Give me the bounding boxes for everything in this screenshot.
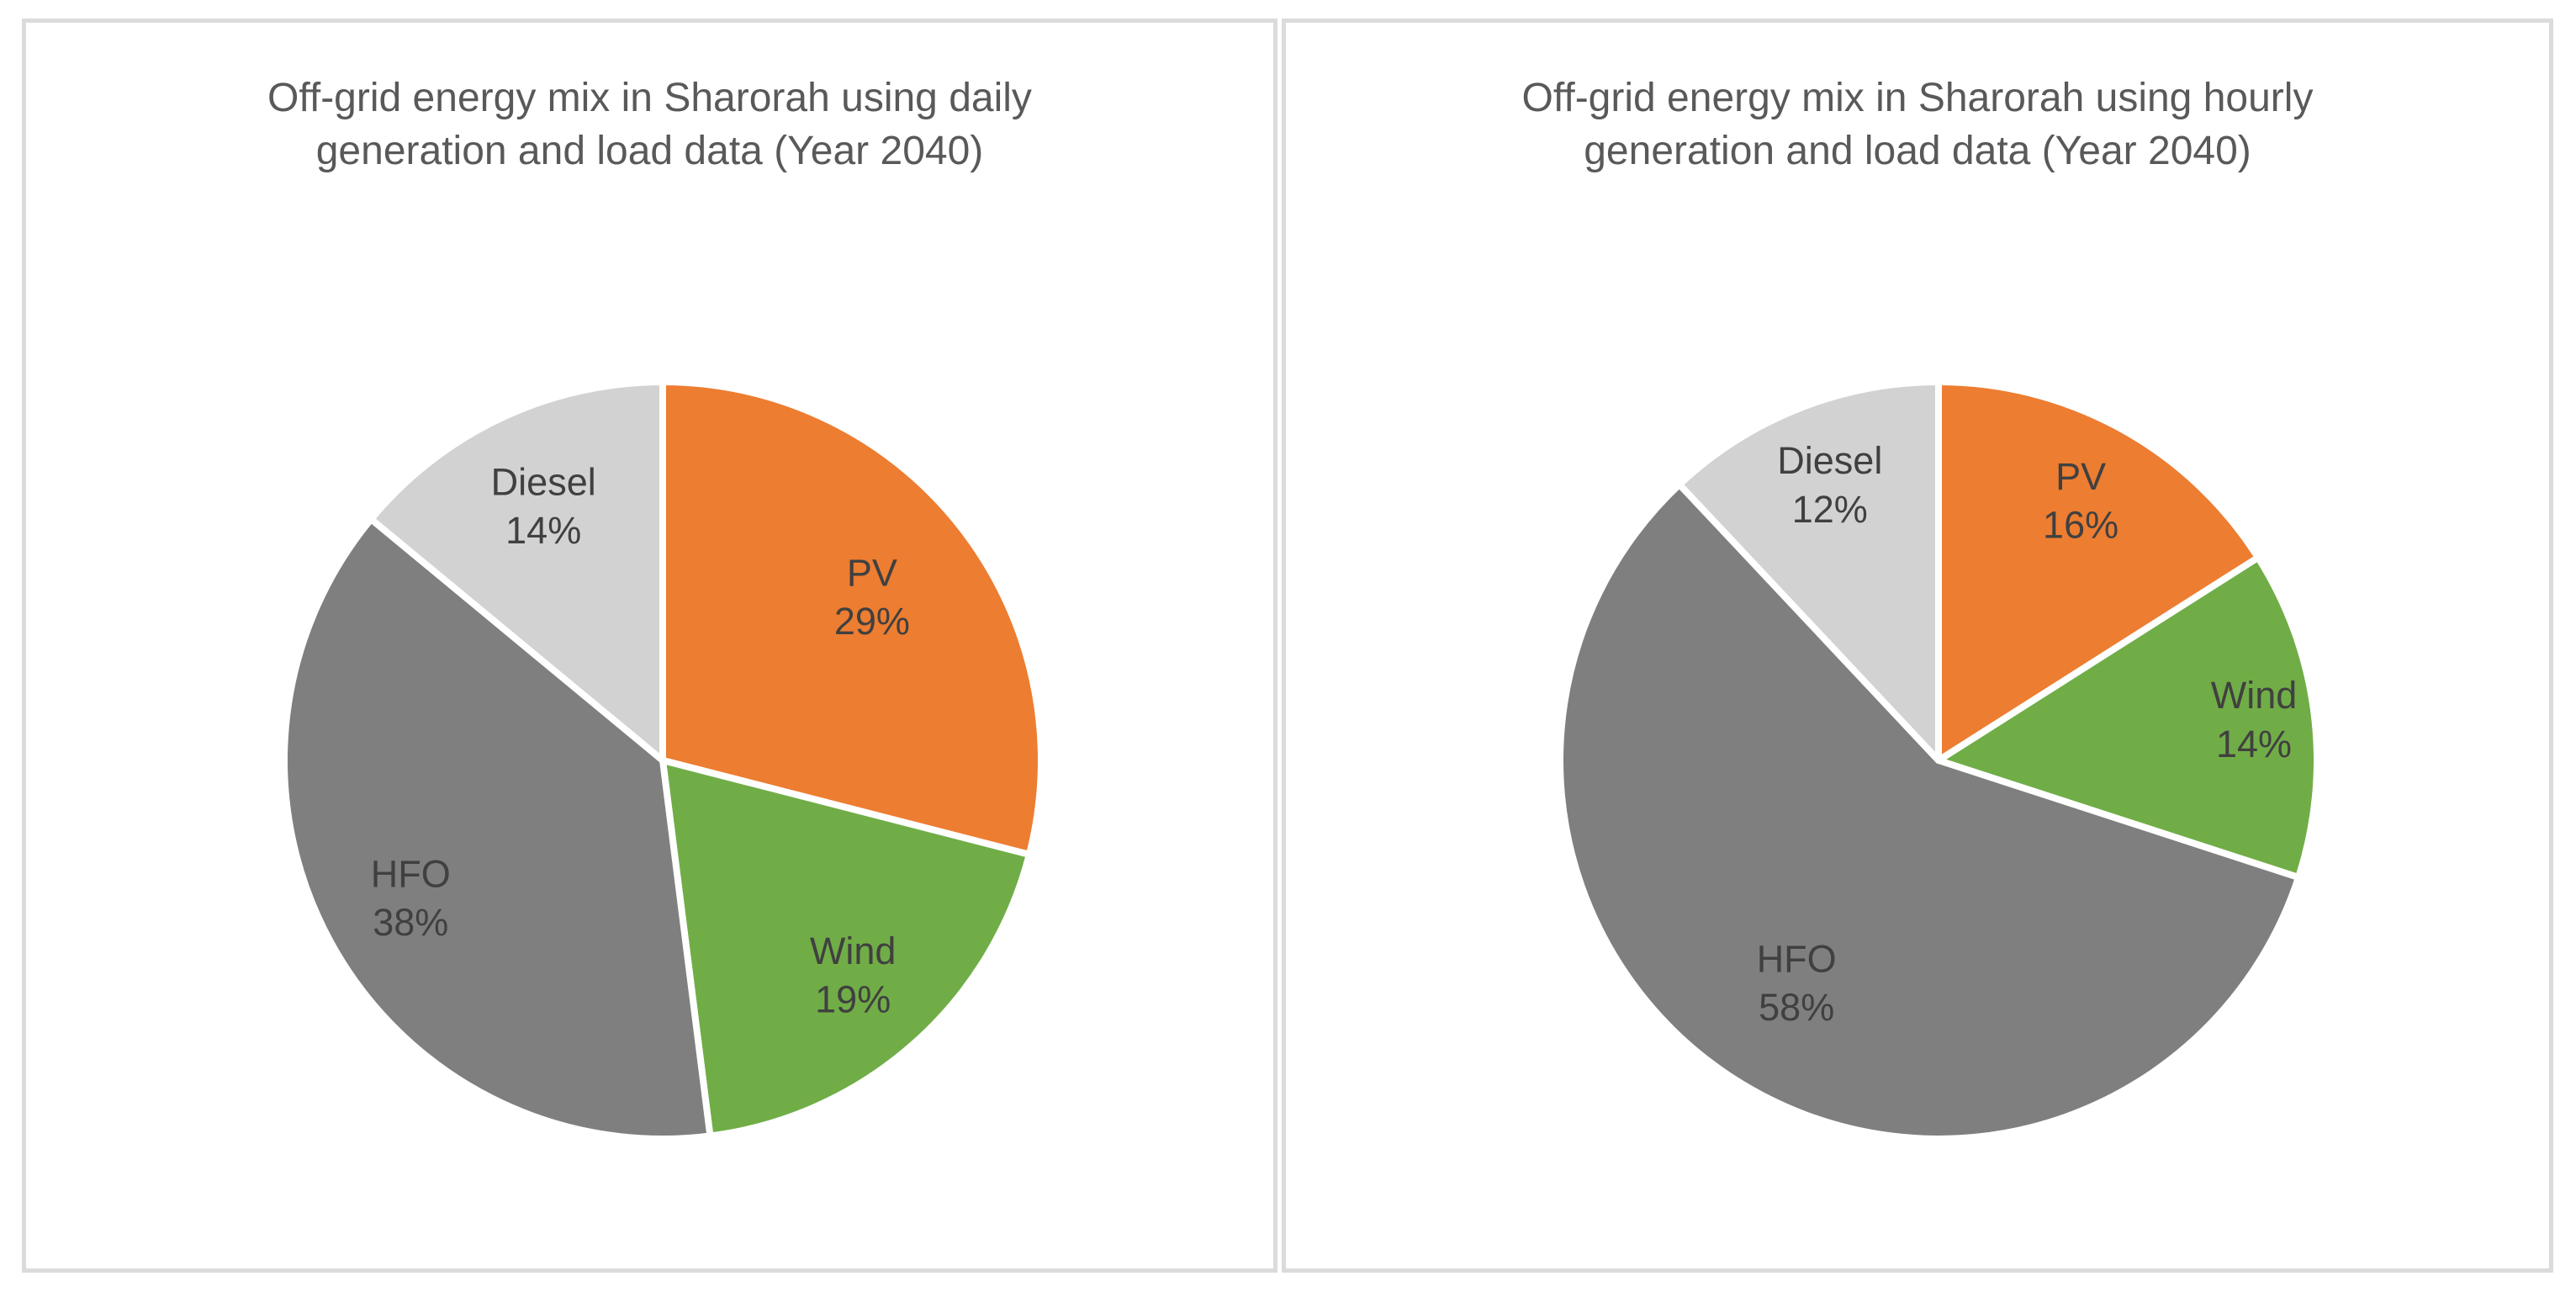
pie-label-pv: PV 29%	[834, 552, 910, 643]
chart-title-hourly-line2: generation and load data (Year 2040)	[1584, 129, 2251, 173]
pie-slice-diesel	[1675, 379, 1942, 764]
pie-label-diesel: Diesel 14%	[491, 460, 596, 552]
pie-label-hfo: HFO 38%	[371, 852, 451, 944]
pie-slice-diesel	[368, 379, 666, 764]
pie-chart-hourly: PV 16% Wind 14% HFO 58% Diesel 12%	[1557, 379, 2320, 1142]
pie-slice-wind	[659, 757, 1033, 1140]
chart-title-hourly: Off-grid energy mix in Sharorah using ho…	[1286, 71, 2549, 177]
chart-title-daily-line2: generation and load data (Year 2040)	[315, 129, 984, 173]
pie-label-wind: Wind 19%	[810, 929, 897, 1021]
chart-title-hourly-line1: Off-grid energy mix in Sharorah using ho…	[1521, 76, 2314, 120]
chart-title-daily: Off-grid energy mix in Sharorah using da…	[26, 71, 1273, 177]
chart-title-daily-line1: Off-grid energy mix in Sharorah using da…	[267, 76, 1032, 120]
pie-slice-pv	[659, 379, 1045, 858]
pie-label-wind: Wind 14%	[2211, 674, 2298, 765]
pie-label-pv: PV 16%	[2043, 455, 2118, 547]
pie-slice-wind	[1935, 553, 2320, 882]
pie-slice-pv	[1935, 379, 2261, 764]
pie-label-diesel: Diesel 12%	[1777, 439, 1882, 531]
pie-chart-daily: PV 29% Wind 19% HFO 38% Diesel 14%	[281, 379, 1045, 1142]
daily-chart-panel: Off-grid energy mix in Sharorah using da…	[22, 19, 1277, 1273]
hourly-chart-panel: Off-grid energy mix in Sharorah using ho…	[1282, 19, 2553, 1273]
pie-label-hfo: HFO 58%	[1757, 938, 1837, 1030]
pie-slice-hfo	[1557, 480, 2302, 1142]
pie-slice-hfo	[281, 516, 714, 1142]
